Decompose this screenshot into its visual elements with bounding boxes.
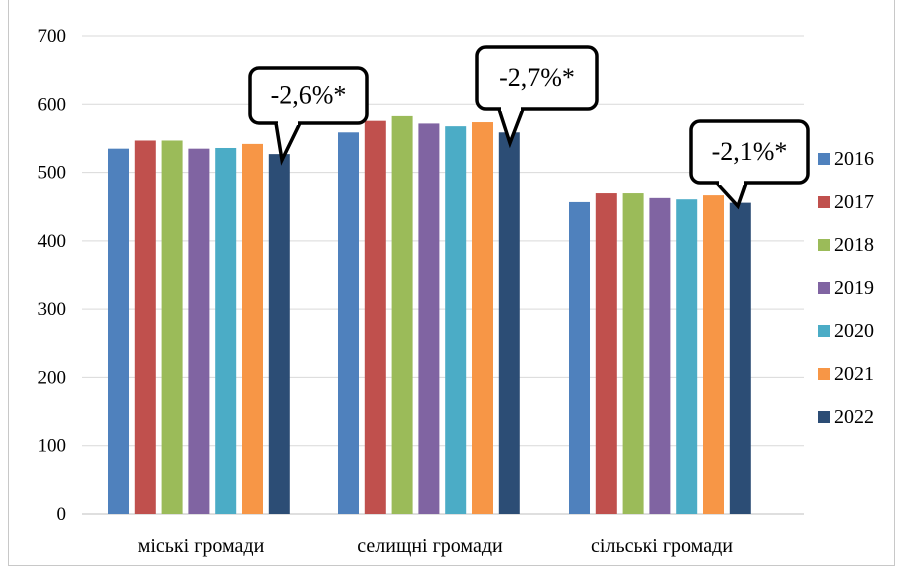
legend-item-2018: 2018 <box>818 234 874 256</box>
callout-box <box>475 45 599 111</box>
legend-label: 2019 <box>834 277 874 299</box>
bar-2017 <box>364 120 386 514</box>
bar-2017 <box>595 193 617 515</box>
y-tick-label: 300 <box>38 299 67 320</box>
legend-item-2019: 2019 <box>818 277 874 299</box>
legend-swatch <box>818 153 830 165</box>
y-tick-label: 0 <box>57 504 67 525</box>
bar-2020 <box>215 147 237 514</box>
legend-swatch <box>818 282 830 294</box>
legend-item-2016: 2016 <box>818 148 874 170</box>
bar-2016 <box>108 148 129 514</box>
bars <box>108 115 751 515</box>
legend-item-2022: 2022 <box>818 406 874 428</box>
bar-2016 <box>569 201 590 515</box>
legend-label: 2022 <box>834 406 874 428</box>
bar-2018 <box>622 193 644 515</box>
bar-2020 <box>676 199 698 514</box>
bar-2017 <box>134 140 156 514</box>
legend-swatch <box>818 239 830 251</box>
callout-label: -2,1%* <box>712 137 788 166</box>
bar-2019 <box>188 148 210 514</box>
y-tick-label: 700 <box>38 26 67 47</box>
callout-box <box>689 119 810 185</box>
legend-swatch <box>818 196 830 208</box>
x-category-label: селищні громади <box>357 535 503 557</box>
y-tick-label: 100 <box>38 436 67 457</box>
legend-label: 2017 <box>834 191 874 213</box>
y-tick-label: 400 <box>38 231 67 252</box>
legend-label: 2018 <box>834 234 874 256</box>
bar-2016 <box>338 132 359 515</box>
callout-label: -2,7%* <box>499 63 575 92</box>
callout-tail <box>274 122 302 166</box>
bar-2022 <box>729 202 751 515</box>
y-axis-tick-labels: 0 100 200 300 400 500 600 700 <box>38 26 67 525</box>
bar-2019 <box>649 197 671 514</box>
callout-box <box>248 66 369 125</box>
legend-item-2021: 2021 <box>818 363 874 385</box>
legend-label: 2020 <box>834 320 874 342</box>
bar-2021 <box>703 195 724 514</box>
callout-label: -2,6%* <box>271 81 347 110</box>
x-category-label: сільські громади <box>591 535 733 557</box>
legend-item-2020: 2020 <box>818 320 874 342</box>
bar-2018 <box>391 115 413 514</box>
y-tick-label: 500 <box>38 163 67 184</box>
y-tick-label: 600 <box>38 94 67 115</box>
legend-swatch <box>818 411 830 423</box>
bar-2022 <box>498 132 520 515</box>
x-category-label: міські громади <box>138 535 265 557</box>
bar-2018 <box>161 140 183 514</box>
callout: -2,6%* <box>248 66 369 166</box>
bar-2019 <box>418 123 440 515</box>
legend-item-2017: 2017 <box>818 191 874 213</box>
callout: -2,7%* <box>475 45 599 149</box>
legend-swatch <box>818 368 830 380</box>
callouts: -2,6%* -2,7%* -2,1%* <box>248 45 810 210</box>
legend: 2016 2017 2018 2019 2020 2021 2022 <box>818 148 874 428</box>
bar-2020 <box>445 126 467 514</box>
bar-2021 <box>472 122 493 514</box>
legend-label: 2021 <box>834 363 874 385</box>
legend-swatch <box>818 325 830 337</box>
bar-2022 <box>268 154 290 515</box>
bar-2021 <box>242 143 263 515</box>
y-tick-label: 200 <box>38 367 67 388</box>
callout-tail <box>715 181 748 210</box>
callout: -2,1%* <box>689 119 810 210</box>
callout-tail <box>497 108 525 149</box>
legend-label: 2016 <box>834 148 874 170</box>
chart-frame <box>8 0 895 566</box>
x-axis-category-labels: міські громади селищні громади сільські гр… <box>138 535 734 557</box>
